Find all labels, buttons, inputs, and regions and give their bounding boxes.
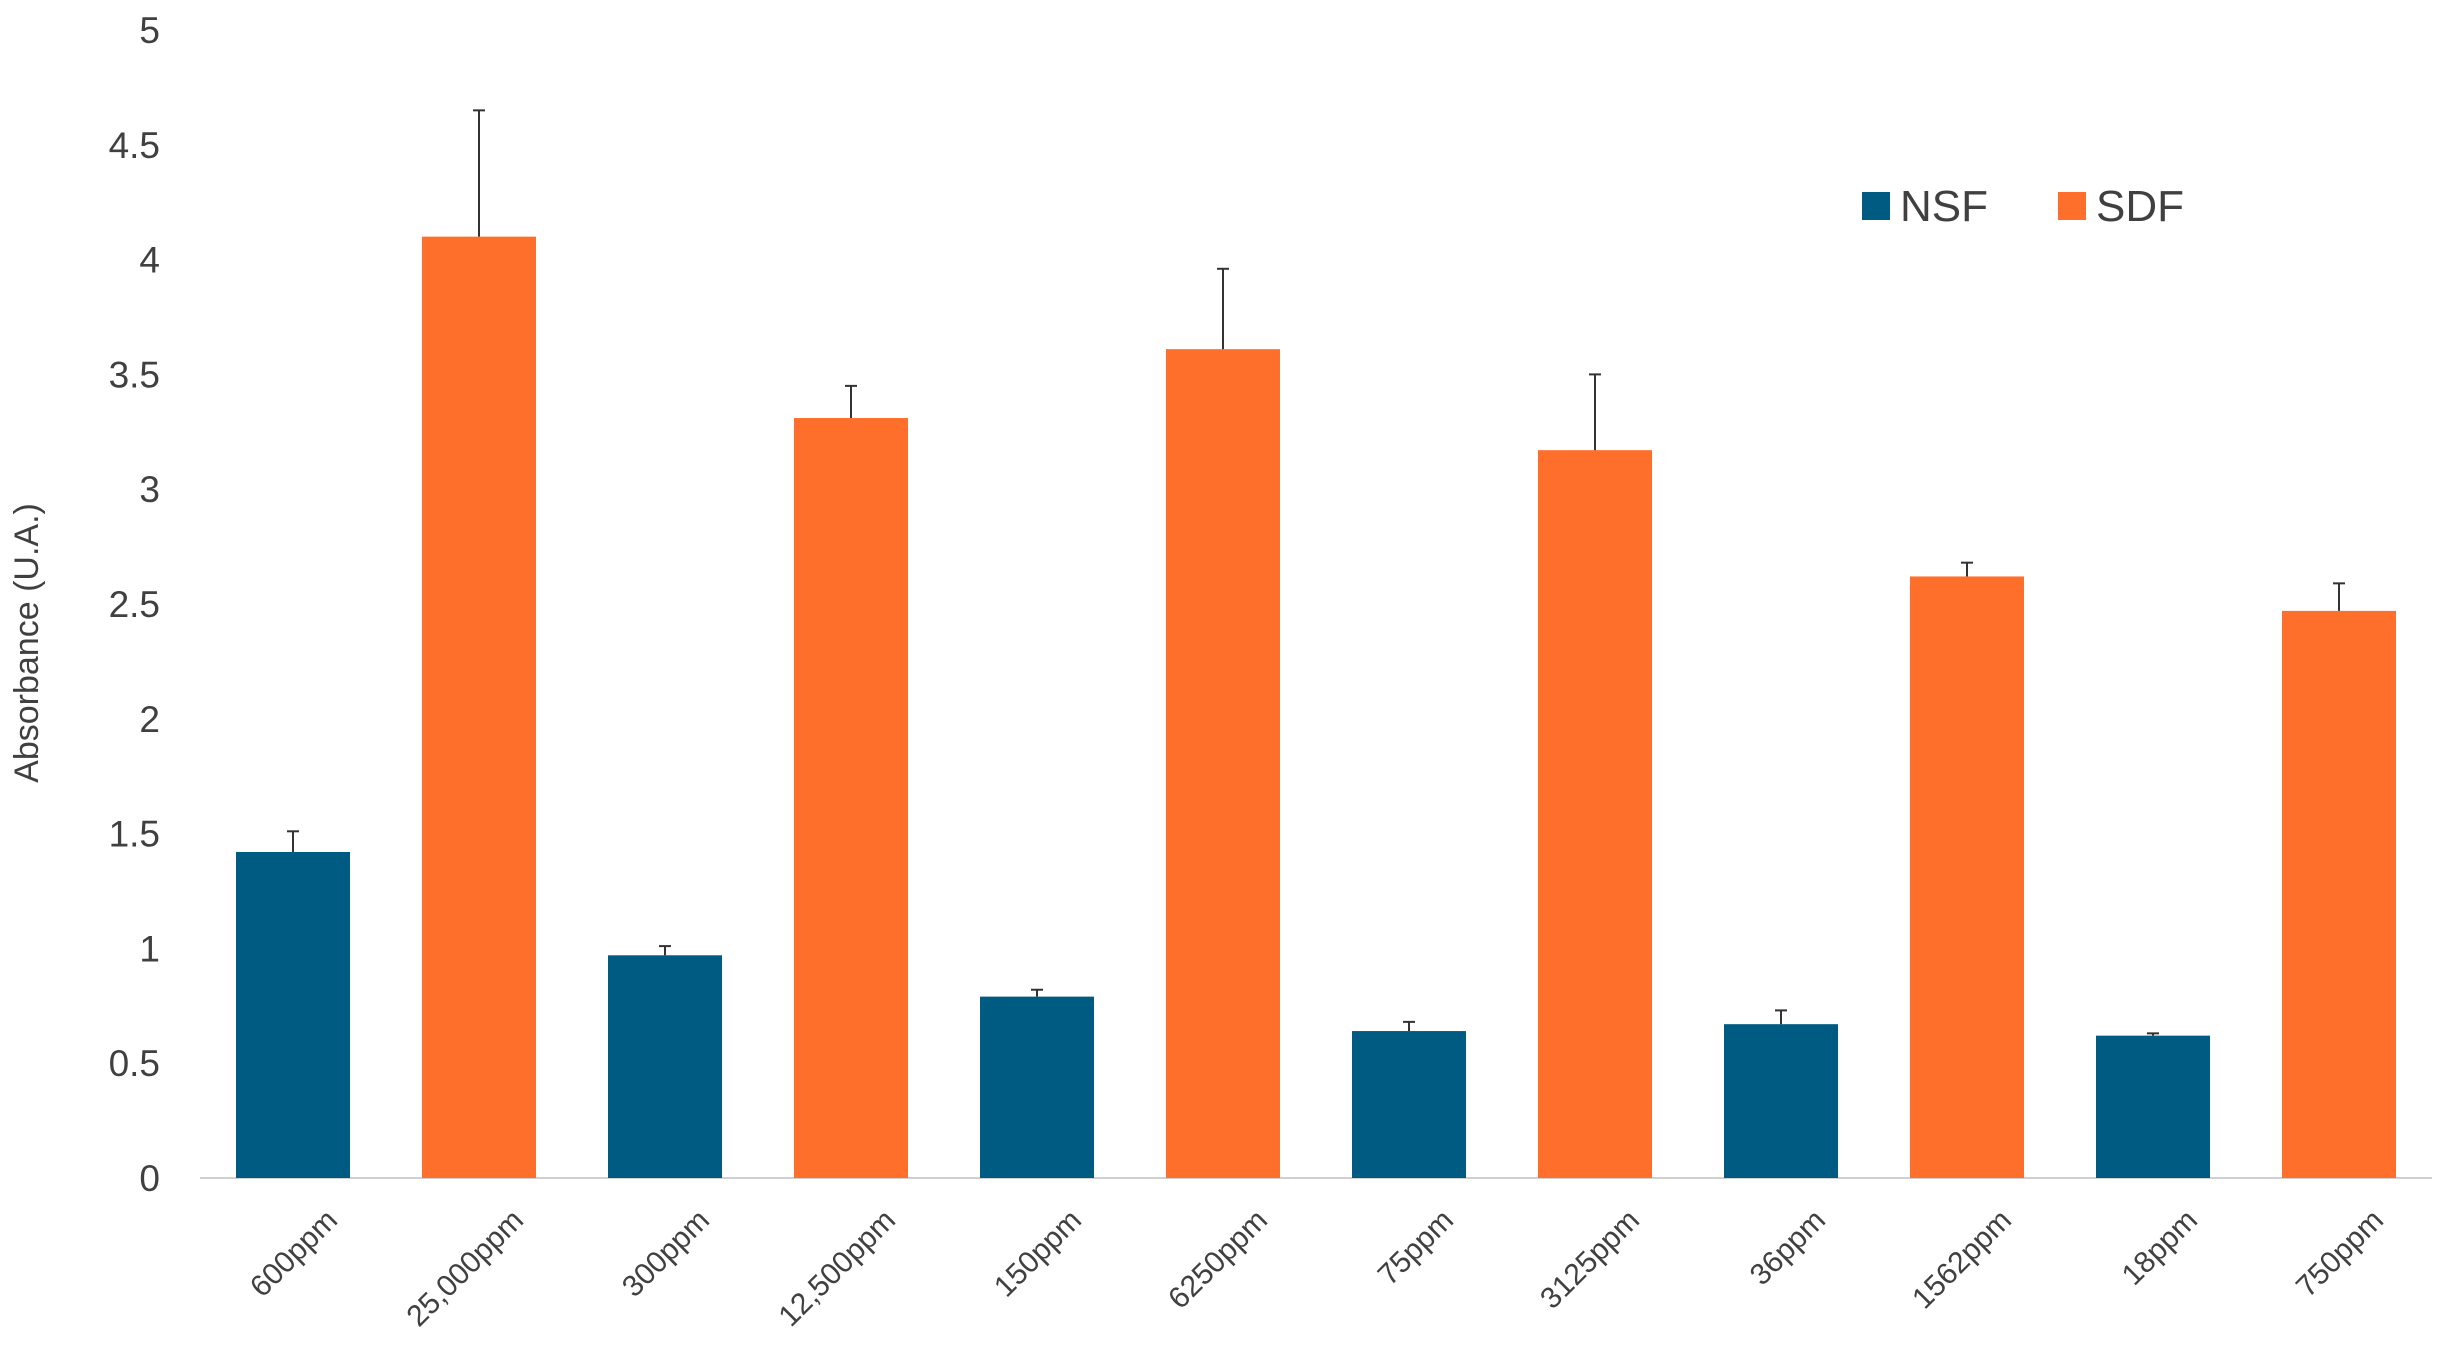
y-tick-label: 2 xyxy=(139,699,160,740)
bar-sdf xyxy=(794,418,908,1178)
x-category-label: 6250ppm xyxy=(1162,1204,1274,1316)
x-category-label: 12,500ppm xyxy=(772,1204,901,1333)
y-tick-label: 4 xyxy=(139,240,160,281)
bar-nsf xyxy=(2096,1035,2210,1178)
x-category-label: 25,000ppm xyxy=(400,1204,529,1333)
legend: NSF SDF xyxy=(1862,182,2184,231)
bars xyxy=(236,236,2396,1179)
legend-swatch-nsf xyxy=(1862,192,1890,220)
x-axis-category-labels: 600ppm 25,000ppm 300ppm 12,500ppm 150ppm 6250… xyxy=(244,1204,2390,1333)
y-tick-label: 5 xyxy=(139,10,160,51)
x-category-label: 3125ppm xyxy=(1534,1204,1646,1316)
y-tick-label: 0.5 xyxy=(109,1043,160,1084)
bar-nsf xyxy=(236,851,350,1178)
y-tick-label: 3.5 xyxy=(109,354,160,395)
bar-nsf xyxy=(608,955,722,1178)
y-tick-label: 1.5 xyxy=(109,814,160,855)
x-category-label: 75ppm xyxy=(1372,1204,1460,1292)
bar-nsf xyxy=(980,996,1094,1178)
error-bars xyxy=(287,109,2345,1036)
x-category-label: 150ppm xyxy=(988,1204,1088,1304)
legend-swatch-sdf xyxy=(2058,192,2086,220)
legend-label-sdf: SDF xyxy=(2096,182,2184,231)
bar-sdf xyxy=(422,236,536,1178)
bar-sdf xyxy=(2282,610,2396,1178)
bar-sdf xyxy=(1538,450,1652,1179)
x-category-label: 600ppm xyxy=(244,1204,344,1304)
x-category-label: 36ppm xyxy=(1744,1204,1832,1292)
y-tick-label: 4.5 xyxy=(109,125,160,166)
y-tick-label: 3 xyxy=(139,469,160,510)
y-tick-label: 2.5 xyxy=(109,584,160,625)
y-tick-label: 1 xyxy=(139,928,160,969)
y-axis-ticks: 0 0.5 1 1.5 2 2.5 3 3.5 4 4.5 5 xyxy=(109,10,160,1199)
y-axis-title: Absorbance (U.A.) xyxy=(8,503,46,783)
x-category-label: 750ppm xyxy=(2290,1204,2390,1304)
bar-nsf xyxy=(1724,1024,1838,1178)
y-tick-label: 0 xyxy=(139,1158,160,1199)
x-category-label: 1562ppm xyxy=(1906,1204,2018,1316)
x-category-label: 18ppm xyxy=(2116,1204,2204,1292)
legend-label-nsf: NSF xyxy=(1900,182,1988,231)
x-category-label: 300ppm xyxy=(616,1204,716,1304)
bar-nsf xyxy=(1352,1031,1466,1178)
bar-sdf xyxy=(1910,576,2024,1178)
bar-sdf xyxy=(1166,349,1280,1178)
